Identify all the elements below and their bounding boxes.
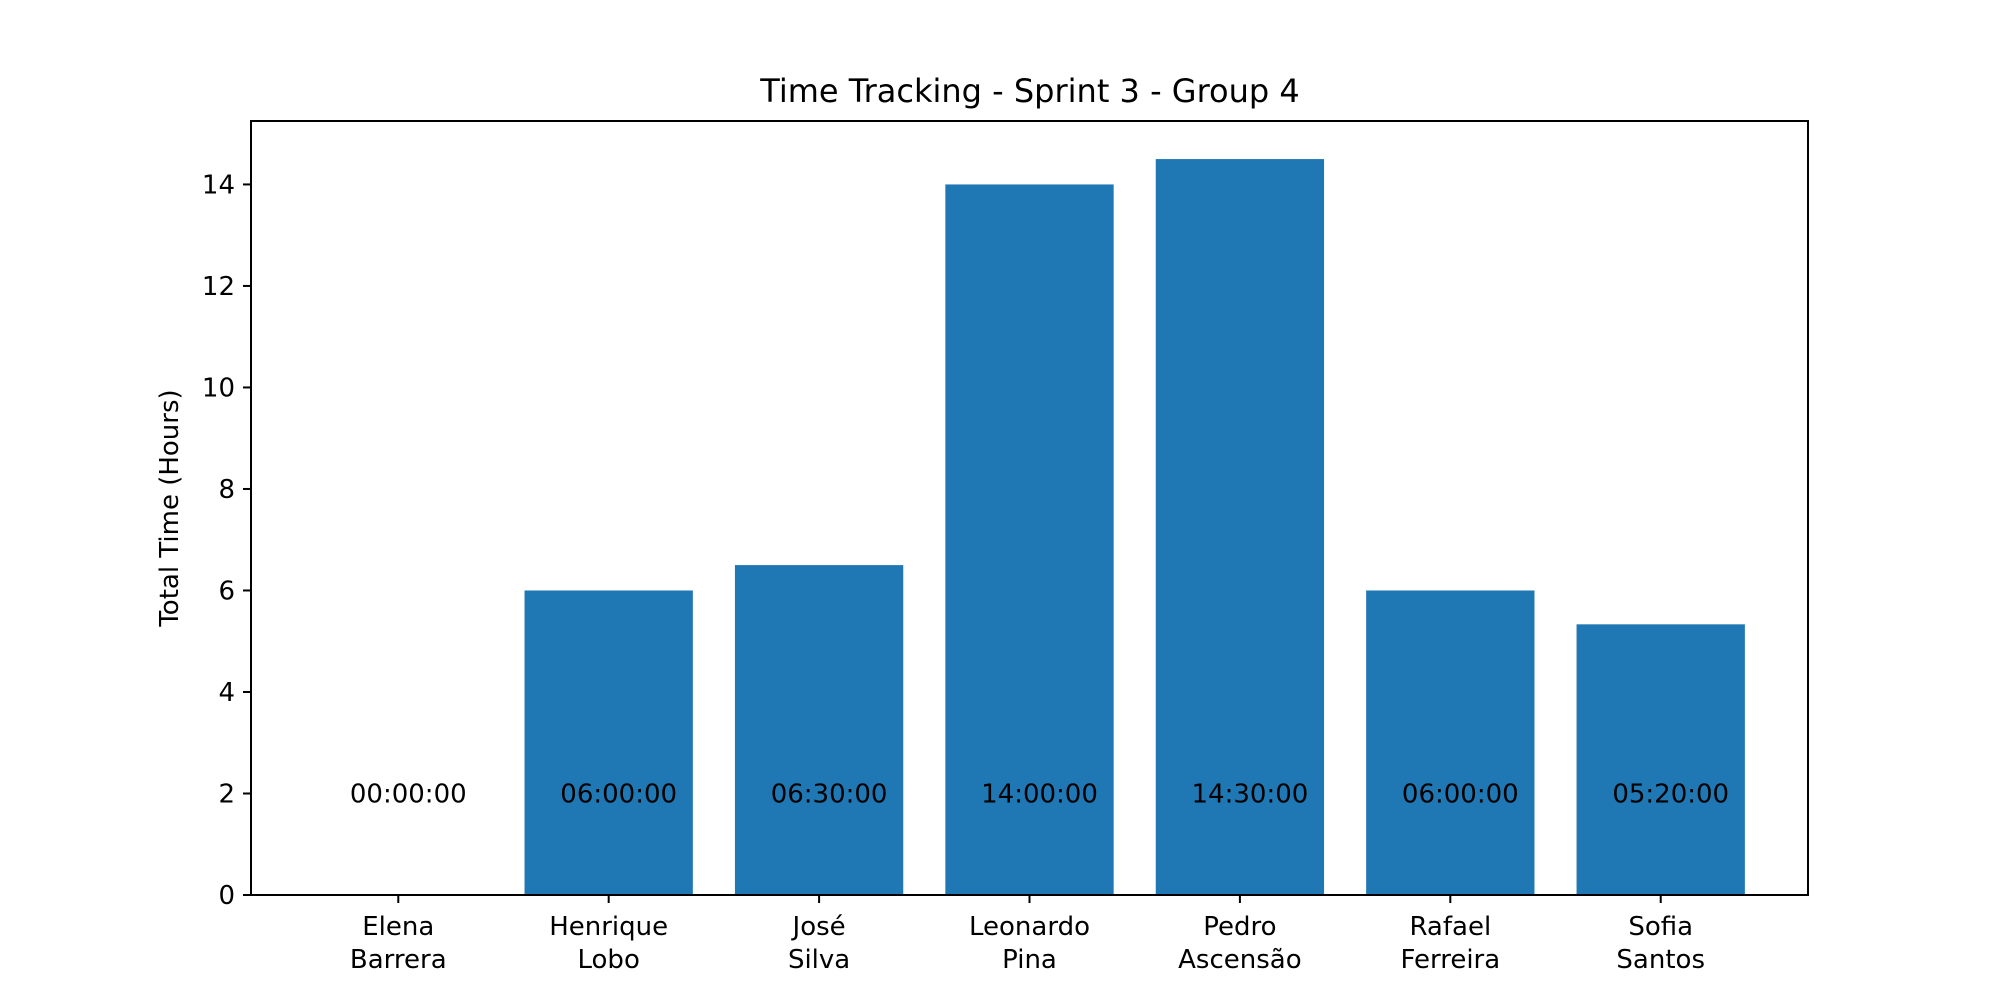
y-tick-label-14: 14 <box>202 170 235 200</box>
y-tick-label-2: 2 <box>218 779 235 809</box>
y-axis-label: Total Time (Hours) <box>155 389 185 627</box>
x-tick-label-0: Elena Barrera <box>350 912 447 975</box>
data-label-0: 00:00:00 <box>350 779 467 809</box>
y-tick-label-0: 0 <box>218 881 235 911</box>
bar-3 <box>945 184 1114 895</box>
bar-6 <box>1576 624 1745 895</box>
x-tick-label-6: Sofia Santos <box>1616 912 1705 975</box>
data-label-3: 14:00:00 <box>981 779 1098 809</box>
data-label-5: 06:00:00 <box>1402 779 1519 809</box>
bars-layer <box>524 159 1745 895</box>
x-tick-label-4: Pedro Ascensão <box>1178 912 1302 975</box>
y-tick-label-12: 12 <box>202 272 235 302</box>
data-labels-layer: 00:00:00 06:00:00 06:30:00 14:00:00 14:30:00… <box>350 779 1729 809</box>
y-tick-label-6: 6 <box>218 576 235 606</box>
bar-5 <box>1366 590 1535 895</box>
x-axis-ticks: Elena Barrera Henrique Lobo José Silva Leonard… <box>350 895 1705 975</box>
x-tick-label-2: José Silva <box>788 912 850 975</box>
data-label-6: 05:20:00 <box>1612 779 1729 809</box>
chart-title: Time Tracking - Sprint 3 - Group 4 <box>759 72 1299 110</box>
x-tick-label-3: Leonardo Pina <box>969 912 1090 975</box>
y-axis-ticks: 0 2 4 6 8 10 12 14 <box>202 170 251 911</box>
y-tick-label-10: 10 <box>202 373 235 403</box>
x-tick-label-1: Henrique Lobo <box>549 912 668 975</box>
y-tick-label-4: 4 <box>218 678 235 708</box>
bar-4 <box>1155 159 1325 895</box>
bar-1 <box>524 590 693 895</box>
y-tick-label-8: 8 <box>218 475 235 505</box>
data-label-2: 06:30:00 <box>771 779 888 809</box>
data-label-4: 14:30:00 <box>1192 779 1309 809</box>
x-tick-label-5: Rafael Ferreira <box>1400 912 1500 975</box>
bar-2 <box>734 565 904 895</box>
data-label-1: 06:00:00 <box>560 779 677 809</box>
